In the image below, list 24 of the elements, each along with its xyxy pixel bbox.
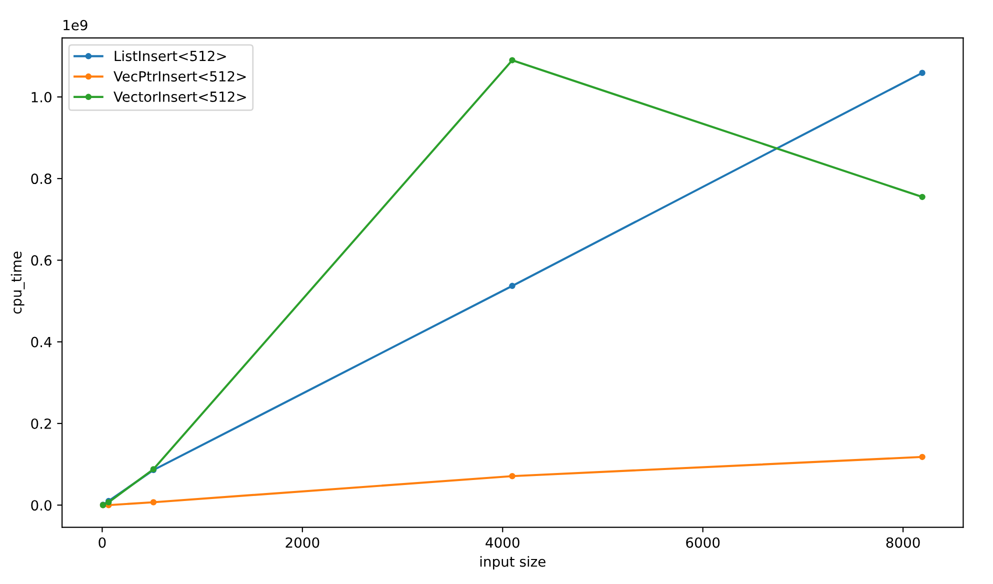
y-tick-label: 0.0 bbox=[31, 500, 52, 511]
point bbox=[509, 282, 516, 290]
x-axis-title: input size bbox=[480, 556, 546, 570]
y-tick-label: 0.6 bbox=[31, 255, 52, 266]
x-tick-label: 6000 bbox=[686, 537, 720, 548]
point bbox=[150, 499, 157, 506]
point bbox=[509, 473, 516, 480]
y-axis-title: cpu_time bbox=[10, 252, 25, 314]
text: 1e9 bbox=[64, 20, 88, 30]
point bbox=[919, 454, 926, 460]
x-tick-label: 4000 bbox=[486, 537, 520, 548]
point bbox=[919, 70, 926, 76]
point bbox=[509, 57, 516, 64]
y-tick-label: 0.4 bbox=[31, 336, 52, 348]
legend-label: VecPtrInsert<512> bbox=[114, 71, 246, 82]
x-tick-label: 8000 bbox=[886, 537, 920, 548]
y-tick-label: 0.8 bbox=[31, 174, 52, 184]
legend-label: VectorInsert<512> bbox=[114, 91, 246, 102]
x-tick-label: 0 bbox=[98, 537, 106, 548]
point bbox=[919, 194, 926, 200]
y-tick-label: 1.0 bbox=[32, 92, 52, 102]
x-tick-label: 2000 bbox=[286, 537, 320, 548]
legend-label: ListInsert<512> bbox=[114, 50, 226, 62]
y-tick-label: 0.2 bbox=[31, 418, 51, 429]
